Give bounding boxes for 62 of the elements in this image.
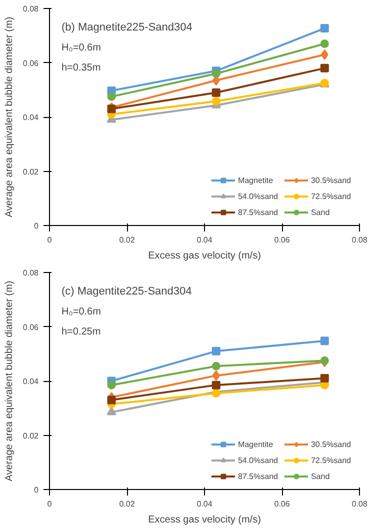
y-tick-label: 0.02	[22, 431, 40, 440]
y-tick-label: 0.08	[22, 268, 40, 278]
legend-label: Magentite	[238, 439, 274, 449]
point	[320, 356, 329, 365]
legend-label: 54.0%sand	[238, 191, 278, 201]
x-tick-label: 0.04	[196, 500, 213, 508]
point	[107, 92, 116, 101]
y-tick-label: 0.08	[22, 4, 40, 14]
legend-label: 72.5%sand	[310, 191, 351, 201]
annotation: H₀=0.6m	[62, 306, 101, 318]
point	[320, 49, 328, 60]
y-tick-label: 0.02	[22, 167, 40, 176]
point	[212, 370, 220, 381]
legend-label: 30.5%sand	[310, 175, 351, 185]
y-tick-label: 0.04	[22, 377, 40, 386]
legend-label: 87.5%sand	[238, 207, 278, 217]
x-tick-label: 0	[47, 236, 52, 244]
x-tick-label: 0.06	[274, 500, 290, 508]
x-tick-label: 0	[47, 500, 52, 508]
y-tick-label: 0	[34, 486, 40, 494]
point	[320, 40, 329, 48]
point	[320, 24, 329, 33]
point	[212, 346, 220, 356]
y-axis-title: Average area equivalent bubble diameter (m)	[4, 280, 15, 482]
legend-label: 30.5%sand	[310, 439, 351, 449]
x-tick-label: 0.08	[352, 500, 368, 508]
point	[212, 97, 220, 106]
point	[107, 104, 116, 114]
point	[320, 336, 329, 346]
point	[106, 406, 116, 416]
x-axis-title: Excess gas velocity (m/s)	[148, 514, 261, 526]
annotation: h=0.35m	[62, 62, 101, 74]
point	[212, 362, 220, 370]
legend-label: Sand	[310, 207, 331, 217]
y-tick-label: 0.06	[22, 58, 40, 68]
point	[107, 396, 116, 404]
point	[212, 380, 220, 390]
y-tick-label: 0	[34, 222, 40, 230]
point	[107, 380, 116, 390]
point	[212, 69, 220, 78]
y-tick-label: 0.06	[22, 322, 40, 332]
legend-label: Magnetite	[238, 175, 274, 185]
point	[212, 388, 220, 398]
y-axis-title: Average area equivalent bubble diameter (m)	[4, 16, 15, 218]
x-tick-label: 0.06	[274, 236, 290, 244]
point	[320, 64, 329, 72]
x-tick-label: 0.04	[196, 236, 213, 244]
y-tick-label: 0.04	[22, 113, 40, 122]
point	[212, 88, 220, 97]
point	[320, 374, 329, 383]
x-tick-label: 0.02	[119, 500, 136, 508]
annotation: (c) Magentite225-Sand304	[62, 286, 192, 298]
x-tick-label: 0.02	[119, 236, 136, 244]
annotation: H₀=0.6m	[62, 42, 101, 54]
legend-label: 72.5%sand	[310, 455, 351, 465]
legend-label: 87.5%sand	[238, 471, 278, 481]
x-tick-label: 0.08	[352, 236, 368, 244]
legend-label: 54.0%sand	[238, 455, 278, 465]
annotation: (b) Magnetite225-Sand304	[62, 22, 192, 34]
annotation: h=0.25m	[62, 326, 101, 338]
x-axis-title: Excess gas velocity (m/s)	[148, 250, 261, 262]
legend-label: Sand	[310, 471, 331, 481]
